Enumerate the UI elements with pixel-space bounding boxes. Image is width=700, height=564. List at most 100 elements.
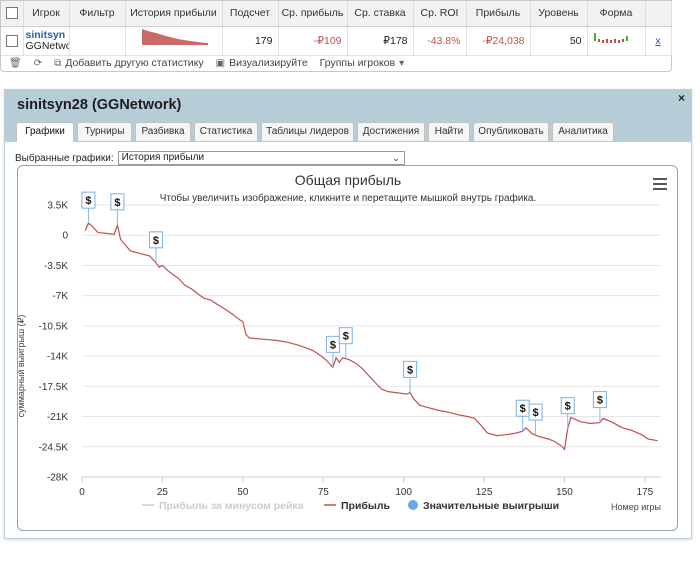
- selected-charts-label: Выбранные графики:: [15, 152, 114, 164]
- tab-charts[interactable]: Графики: [16, 122, 74, 142]
- tab-achievements[interactable]: Достижения: [357, 122, 425, 141]
- table-row: sinitsyn GGNetwo 179 -₽109 ₽178 -43.8% -…: [1, 26, 672, 56]
- stats-table: Игрок Фильтр История прибыли Подсчет Ср.…: [1, 1, 672, 56]
- player-groups-label: Группы игроков: [319, 57, 396, 69]
- tab-leaderboards[interactable]: Таблицы лидеров: [261, 122, 354, 141]
- header-player[interactable]: Игрок: [23, 1, 70, 27]
- close-icon[interactable]: ×: [677, 91, 685, 105]
- header-filter[interactable]: Фильтр: [69, 1, 126, 27]
- legend: Прибыль за минусом рейка Прибыль Значите…: [142, 500, 559, 512]
- player-groups-dropdown[interactable]: Группы игроков ▾: [320, 57, 404, 69]
- tab-tournaments[interactable]: Турниры: [77, 122, 132, 141]
- header-profit[interactable]: Прибыль: [466, 1, 531, 27]
- y-tick-label: 3.5K: [47, 201, 68, 212]
- player-cell[interactable]: sinitsyn GGNetwo: [23, 26, 70, 56]
- dollar-icon: $: [597, 395, 603, 407]
- dollar-icon: $: [330, 339, 336, 351]
- player-dialog: sinitsyn28 (GGNetwork) × Графики Турниры…: [4, 89, 692, 539]
- row-select-cell[interactable]: [1, 26, 24, 56]
- legend-item-big-wins[interactable]: Значительные выигрыши: [408, 500, 559, 512]
- image-icon: ▣: [215, 57, 226, 69]
- legend-item-profit[interactable]: Прибыль: [324, 500, 391, 512]
- filter-cell: [69, 26, 126, 56]
- y-tick-label: -21K: [47, 412, 68, 423]
- header-count[interactable]: Подсчет: [222, 1, 279, 27]
- remove-row-link[interactable]: x: [645, 26, 672, 56]
- visualize-button[interactable]: ▣ Визуализируйте: [216, 57, 308, 69]
- tab-breakdown[interactable]: Разбивка: [135, 122, 191, 141]
- y-tick-label: -24.5K: [39, 442, 69, 453]
- y-tick-label: -17.5K: [39, 382, 69, 393]
- x-tick-label: 125: [476, 487, 493, 498]
- dialog-title: sinitsyn28 (GGNetwork): [17, 97, 182, 113]
- big-win-marker[interactable]: $: [338, 327, 353, 359]
- profit-chart[interactable]: Общая прибыль Чтобы увеличить изображени…: [18, 166, 678, 531]
- x-tick-label: 0: [79, 487, 85, 498]
- dollar-icon: $: [343, 331, 349, 343]
- header-level[interactable]: Уровень: [530, 1, 588, 27]
- big-win-marker[interactable]: $: [560, 397, 575, 429]
- visualize-label: Визуализируйте: [229, 57, 308, 69]
- chart-select[interactable]: История прибыли ⌄: [117, 151, 405, 165]
- big-win-marker[interactable]: $: [325, 335, 340, 368]
- trash-icon: 🗑: [9, 57, 22, 69]
- big-win-marker[interactable]: $: [592, 391, 607, 423]
- player-network: GGNetwo: [25, 39, 69, 52]
- legend-profit-label: Прибыль: [341, 500, 391, 512]
- player-name-link[interactable]: sinitsyn: [25, 28, 66, 41]
- x-tick-label: 50: [237, 487, 249, 498]
- stats-panel: Игрок Фильтр История прибыли Подсчет Ср.…: [0, 0, 672, 72]
- x-tick-label: 175: [637, 487, 654, 498]
- dollar-icon: $: [565, 401, 571, 413]
- chart-container[interactable]: Общая прибыль Чтобы увеличить изображени…: [17, 165, 678, 531]
- avg-roi-cell: -43.8%: [413, 26, 467, 56]
- row-checkbox[interactable]: [6, 34, 18, 47]
- tab-analytics[interactable]: Аналитика: [552, 122, 614, 141]
- legend-item-rake[interactable]: Прибыль за минусом рейка: [142, 500, 304, 512]
- delete-button[interactable]: 🗑: [9, 58, 22, 69]
- dollar-icon: $: [85, 195, 91, 207]
- header-form[interactable]: Форма: [587, 1, 646, 27]
- big-win-marker[interactable]: $: [515, 399, 530, 432]
- y-axis-label: суммарный выигрыш (₽): [18, 315, 26, 418]
- stats-header-row: Игрок Фильтр История прибыли Подсчет Ср.…: [1, 1, 672, 27]
- add-stat-icon: ⧉: [54, 57, 62, 69]
- dollar-icon: $: [520, 403, 526, 415]
- header-select-all[interactable]: [1, 1, 24, 27]
- menu-icon[interactable]: [653, 178, 667, 190]
- big-win-marker[interactable]: $: [148, 231, 163, 263]
- header-profit-history[interactable]: История прибыли: [125, 1, 223, 27]
- big-win-marker[interactable]: $: [403, 360, 418, 393]
- big-win-marker[interactable]: $: [81, 191, 96, 224]
- header-avg-profit[interactable]: Ср. прибыль: [278, 1, 348, 27]
- legend-big-wins-marker: [408, 500, 418, 510]
- x-tick-label: 100: [395, 487, 412, 498]
- y-tick-label: -14K: [47, 352, 68, 363]
- tab-publish[interactable]: Опубликовать: [473, 122, 549, 141]
- y-tick-label: -28K: [47, 473, 68, 484]
- header-avg-stake[interactable]: Ср. ставка: [347, 1, 414, 27]
- dollar-icon: $: [153, 235, 159, 247]
- profit-cell: -₽24,038: [466, 26, 531, 56]
- profit-history-cell: [125, 26, 223, 56]
- select-all-checkbox[interactable]: [5, 7, 18, 20]
- chart-select-value: История прибыли: [121, 152, 205, 163]
- y-tick-label: -10.5K: [39, 321, 69, 332]
- x-tick-label: 25: [157, 487, 169, 498]
- x-axis-label: Номер игры: [611, 502, 661, 512]
- refresh-button[interactable]: ⟳: [34, 58, 42, 69]
- chevron-down-icon: ▾: [399, 57, 405, 69]
- legend-big-wins-label: Значительные выигрыши: [423, 500, 559, 512]
- big-win-marker[interactable]: $: [528, 403, 543, 436]
- form-cell: [587, 26, 646, 56]
- profit-history-sparkline: [141, 28, 208, 45]
- tab-statistics[interactable]: Статистика: [194, 122, 258, 141]
- y-tick-label: -3.5K: [44, 261, 68, 272]
- chart-subtitle: Чтобы увеличить изображение, кликните и …: [160, 192, 537, 204]
- legend-rake-label: Прибыль за минусом рейка: [159, 500, 304, 512]
- add-stat-button[interactable]: ⧉ Добавить другую статистику: [54, 57, 204, 69]
- grid: [82, 204, 661, 478]
- tab-find[interactable]: Найти: [428, 122, 470, 141]
- header-avg-roi[interactable]: Ср. ROI: [413, 1, 467, 27]
- big-win-marker[interactable]: $: [110, 193, 125, 225]
